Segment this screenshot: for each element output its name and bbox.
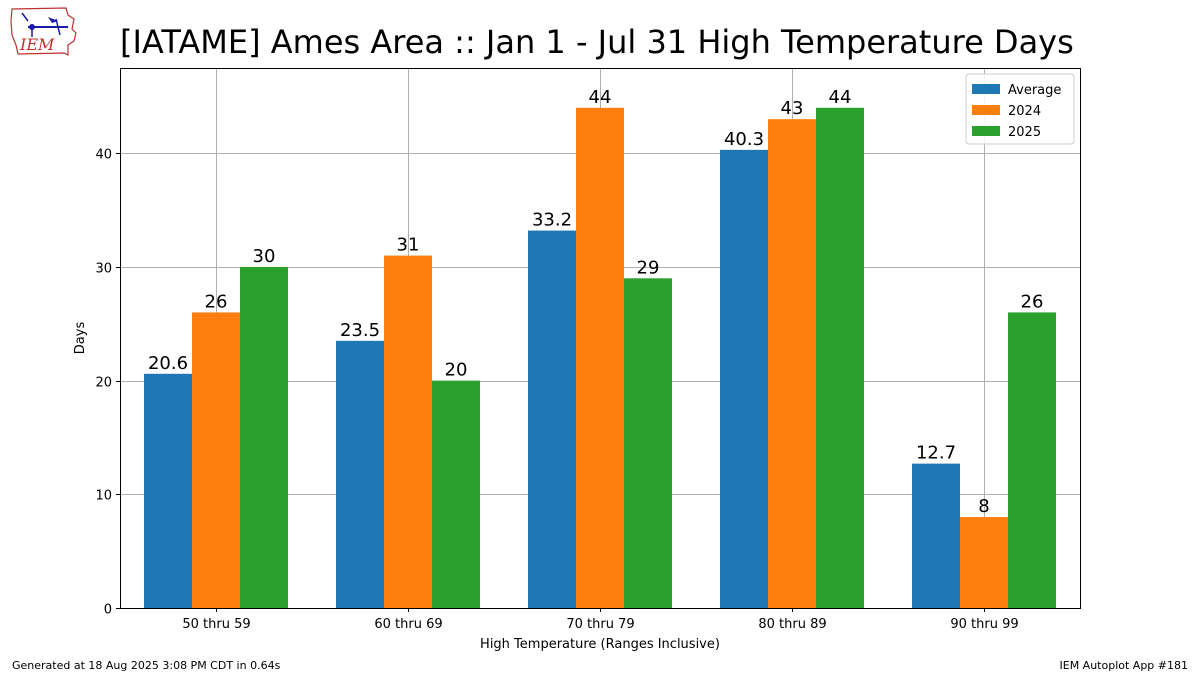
legend-swatch-2025 — [972, 126, 1000, 136]
data-label: 30 — [253, 246, 276, 267]
bar-labels: 20.6 23.5 33.2 40.3 12.7 26 31 44 43 8 30 20 29 44 26 — [148, 87, 1043, 517]
bar-2024-1 — [384, 255, 432, 608]
legend-swatch-average — [972, 84, 1000, 94]
bar-average-3 — [720, 149, 768, 608]
data-label: 8 — [978, 496, 989, 517]
data-label: 40.3 — [724, 129, 764, 150]
x-tick-label: 80 thru 89 — [758, 617, 826, 632]
y-axis-ticks: 0 10 20 30 40 — [95, 148, 120, 618]
legend-entry: 2024 — [1008, 104, 1041, 119]
x-axis-label: High Temperature (Ranges Inclusive) — [480, 637, 720, 652]
bar-2025-4 — [1008, 312, 1056, 608]
bar-2024-4 — [960, 517, 1008, 608]
bar-2025-2 — [624, 278, 672, 608]
y-tick-label: 10 — [95, 489, 112, 504]
bar-average-4 — [912, 463, 960, 608]
data-label: 26 — [205, 291, 228, 312]
data-label: 33.2 — [532, 210, 572, 231]
legend-swatch-2024 — [972, 105, 1000, 115]
legend-entry: 2025 — [1008, 125, 1041, 140]
y-tick-label: 30 — [95, 262, 112, 277]
data-label: 44 — [589, 87, 612, 108]
bar-average-0 — [144, 373, 192, 608]
data-label: 29 — [637, 257, 660, 278]
bar-average-1 — [336, 340, 384, 608]
y-tick-label: 20 — [95, 376, 112, 391]
data-label: 12.7 — [916, 443, 956, 464]
y-tick-label: 40 — [95, 148, 112, 163]
legend: Average 2024 2025 — [965, 73, 1075, 145]
bar-average-2 — [528, 230, 576, 608]
chart-title: [IATAME] Ames Area :: Jan 1 - Jul 31 Hig… — [120, 23, 1074, 61]
data-label: 20 — [445, 360, 468, 381]
x-tick-label: 60 thru 69 — [374, 617, 442, 632]
svg-text:IEM: IEM — [19, 35, 55, 54]
x-tick-label: 70 thru 79 — [566, 617, 634, 632]
y-tick-label: 0 — [104, 603, 112, 618]
footer-app: IEM Autoplot App #181 — [1059, 659, 1189, 672]
bars — [144, 107, 1056, 608]
data-label: 20.6 — [148, 353, 188, 374]
bar-2024-0 — [192, 312, 240, 608]
bar-2024-3 — [768, 119, 816, 608]
bar-2025-0 — [240, 266, 288, 608]
x-tick-label: 90 thru 99 — [950, 617, 1018, 632]
footer-generated: Generated at 18 Aug 2025 3:08 PM CDT in … — [12, 659, 281, 672]
data-label: 23.5 — [340, 320, 380, 341]
bar-2024-2 — [576, 107, 624, 608]
data-label: 43 — [781, 98, 804, 119]
legend-entry: Average — [1008, 83, 1061, 98]
iem-logo: IEM — [8, 5, 82, 59]
y-axis-label: Days — [73, 322, 88, 355]
data-label: 31 — [397, 235, 420, 256]
data-label: 26 — [1021, 291, 1044, 312]
x-tick-label: 50 thru 59 — [182, 617, 250, 632]
bar-2025-3 — [816, 107, 864, 608]
data-label: 44 — [829, 87, 852, 108]
bar-2025-1 — [432, 380, 480, 608]
x-axis-ticks: 50 thru 59 60 thru 69 70 thru 79 80 thru 89… — [182, 608, 1019, 632]
